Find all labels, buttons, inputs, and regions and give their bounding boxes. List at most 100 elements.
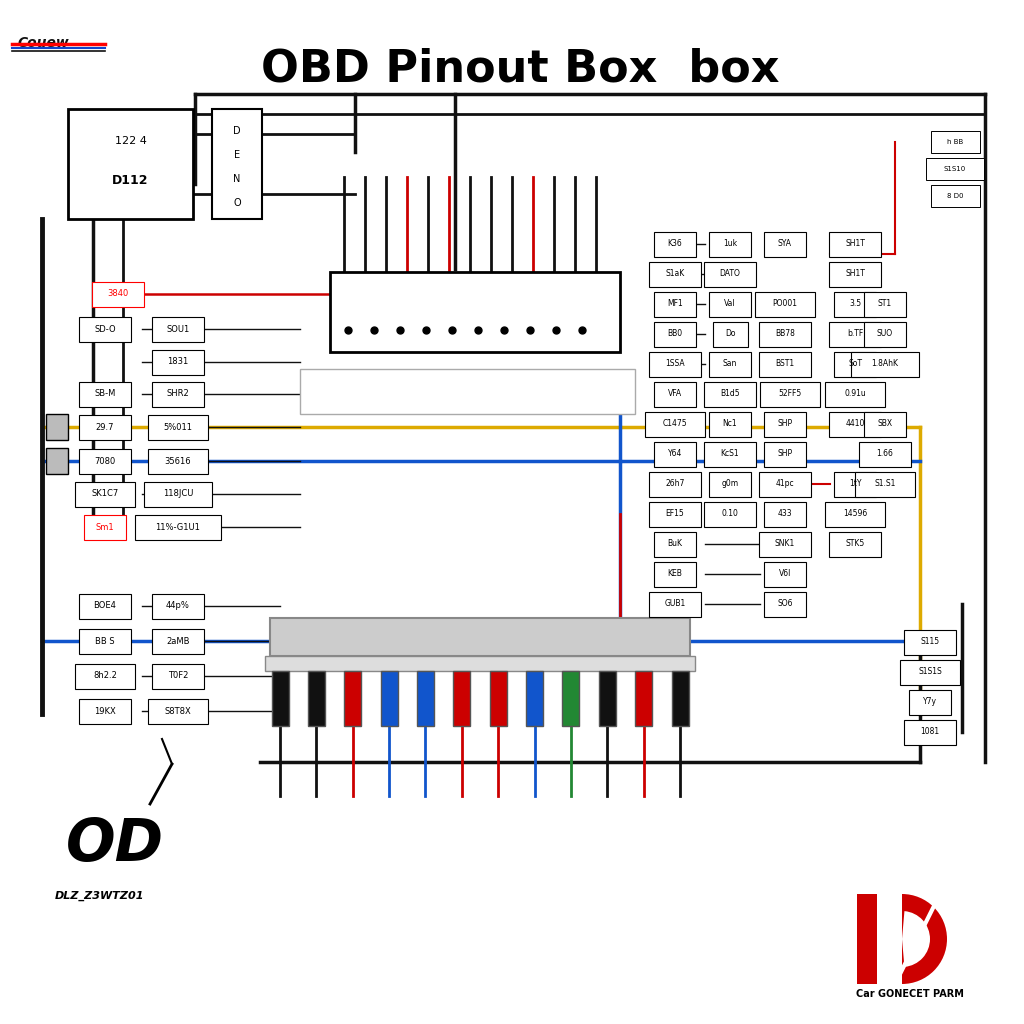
Bar [46, 414, 68, 440]
Bar [709, 412, 752, 436]
Text: D: D [233, 126, 241, 136]
Bar [760, 471, 811, 497]
Bar [153, 382, 204, 407]
Bar [829, 412, 881, 436]
Bar [653, 561, 696, 587]
Text: S1.S1: S1.S1 [874, 479, 896, 488]
Bar [672, 671, 688, 726]
Bar [153, 316, 204, 341]
Text: SD-O: SD-O [94, 325, 116, 334]
Bar [653, 531, 696, 556]
Bar [705, 441, 756, 467]
Bar [760, 382, 820, 407]
Text: Y7y: Y7y [923, 697, 937, 707]
Text: K36: K36 [668, 240, 682, 249]
Bar [80, 698, 131, 724]
Text: 118JCU: 118JCU [163, 489, 194, 499]
Text: DLZ_Z3WTZ01: DLZ_Z3WTZ01 [55, 891, 144, 901]
Text: S8T8X: S8T8X [165, 707, 191, 716]
Text: ST1: ST1 [878, 299, 892, 308]
Bar [864, 412, 906, 436]
Text: 14596: 14596 [843, 510, 867, 518]
Text: KEB: KEB [668, 569, 682, 579]
Bar [653, 292, 696, 316]
Bar [635, 671, 652, 726]
Text: SK1C7: SK1C7 [91, 489, 119, 499]
Bar [649, 261, 700, 287]
Bar [829, 231, 881, 256]
Text: SH1T: SH1T [845, 269, 865, 279]
Bar [92, 282, 143, 306]
Bar [153, 349, 204, 375]
Bar [859, 441, 910, 467]
Bar [760, 322, 811, 346]
Bar [834, 292, 877, 316]
Bar [864, 322, 906, 346]
Text: Car GONECET PARM: Car GONECET PARM [856, 989, 964, 999]
Text: 1.66: 1.66 [877, 450, 893, 459]
Text: SNK1: SNK1 [775, 540, 795, 549]
Text: S1S10: S1S10 [944, 166, 966, 172]
Text: 19KX: 19KX [94, 707, 116, 716]
Bar [270, 618, 690, 656]
Bar [80, 449, 131, 473]
Text: V6l: V6l [779, 569, 792, 579]
Text: SUO: SUO [877, 330, 893, 339]
Text: Y64: Y64 [668, 450, 682, 459]
Text: BB S: BB S [95, 637, 115, 645]
Bar [764, 412, 806, 436]
Bar [80, 629, 131, 653]
Bar [709, 471, 752, 497]
Bar [705, 382, 756, 407]
Text: 0.91u: 0.91u [844, 389, 866, 398]
Bar [649, 471, 700, 497]
Bar [599, 671, 615, 726]
Text: 8h2.2: 8h2.2 [93, 672, 117, 681]
Text: h BB: h BB [947, 139, 964, 145]
Text: 41pc: 41pc [776, 479, 795, 488]
Bar [417, 671, 434, 726]
Text: BB0: BB0 [668, 330, 683, 339]
Bar [709, 292, 752, 316]
Text: 1uk: 1uk [723, 240, 737, 249]
Text: KcS1: KcS1 [721, 450, 739, 459]
Bar [857, 894, 877, 984]
Bar [764, 592, 806, 616]
Bar [931, 185, 980, 207]
Text: 1tY: 1tY [849, 479, 861, 488]
Text: C1475: C1475 [663, 420, 687, 428]
Text: 52FF5: 52FF5 [778, 389, 802, 398]
Bar [562, 671, 580, 726]
Text: VFA: VFA [668, 389, 682, 398]
Text: OBD Pinout Box  box: OBD Pinout Box box [261, 47, 779, 90]
Bar [344, 671, 361, 726]
Bar [148, 415, 208, 439]
Bar [46, 449, 68, 474]
Bar [713, 322, 748, 346]
Wedge shape [902, 894, 947, 984]
Bar [760, 351, 811, 377]
Text: T0F2: T0F2 [168, 672, 188, 681]
Text: Nc1: Nc1 [723, 420, 737, 428]
Bar [904, 720, 955, 744]
Text: Couew: Couew [18, 36, 70, 50]
Bar [900, 659, 961, 684]
Text: SHP: SHP [777, 450, 793, 459]
Bar [855, 471, 915, 497]
Bar [84, 514, 126, 540]
Bar [300, 369, 635, 414]
Text: N: N [233, 174, 241, 184]
Bar [454, 671, 470, 726]
Text: SO6: SO6 [777, 599, 793, 608]
Bar [927, 158, 984, 180]
Bar [80, 594, 131, 618]
Text: SBX: SBX [878, 420, 893, 428]
Text: BOE4: BOE4 [93, 601, 117, 610]
Text: BuK: BuK [668, 540, 683, 549]
Bar [709, 231, 752, 256]
Bar [825, 382, 885, 407]
Text: EF15: EF15 [666, 510, 684, 518]
Bar [851, 351, 920, 377]
Bar [75, 481, 135, 507]
Text: 7080: 7080 [94, 457, 116, 466]
